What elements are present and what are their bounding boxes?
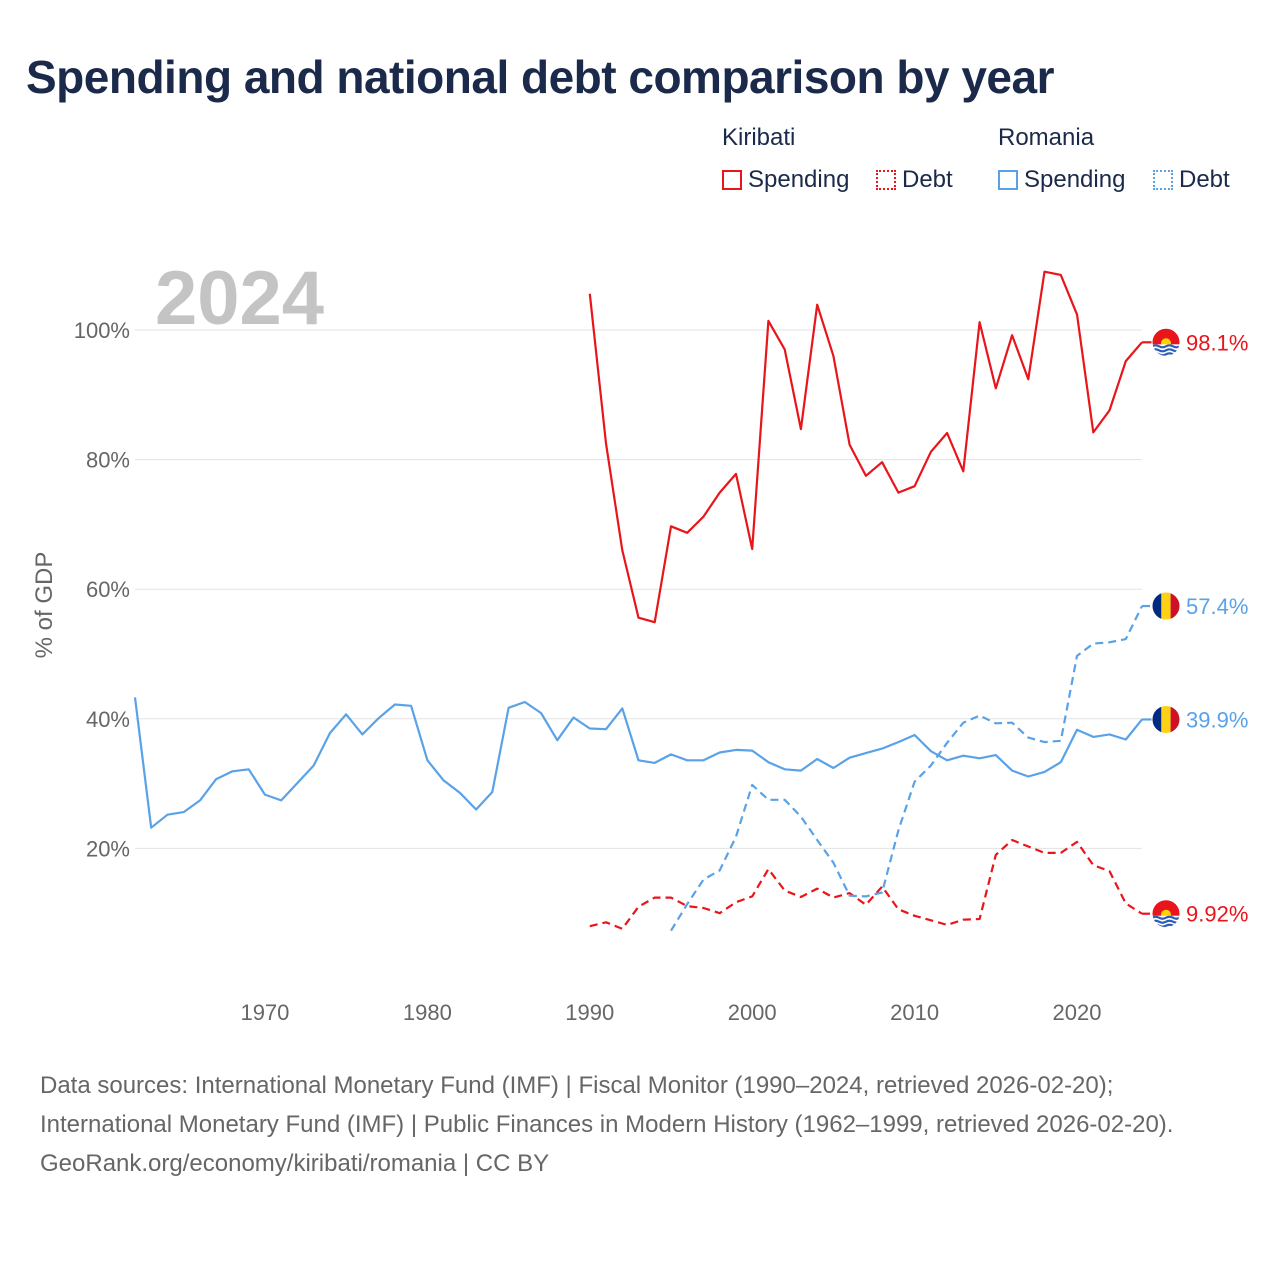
- source-credit[interactable]: GeoRank.org/economy/kiribati/romania | C…: [40, 1150, 550, 1177]
- romania-flag-icon: [1151, 591, 1181, 621]
- y-tick-label: 20%: [86, 836, 130, 861]
- end-value-label: 57.4%: [1186, 594, 1248, 619]
- source-citation: Data sources: International Monetary Fun…: [40, 1072, 1174, 1138]
- romania-flag-icon: [1151, 704, 1181, 734]
- legend-kiribati-spending[interactable]: Spending: [722, 166, 849, 194]
- legend-romania-debt[interactable]: Debt: [1153, 166, 1230, 194]
- legend-swatch-solid: [722, 170, 742, 190]
- x-tick-label: 1980: [403, 1000, 452, 1025]
- legend-swatch-dotted: [876, 170, 896, 190]
- legend-label: Debt: [1179, 166, 1230, 193]
- y-tick-label: 60%: [86, 577, 130, 602]
- legend-swatch-solid: [998, 170, 1018, 190]
- legend-country-romania: Romania: [998, 124, 1095, 151]
- line-chart: 2024 20% 40% 60% 80% 100% 1970 1980 1990 2000 20…: [31, 256, 1248, 1025]
- chart-title: Spending and national debt comparison by…: [26, 51, 1055, 103]
- legend-swatch-dotted: [1153, 170, 1173, 190]
- y-tick-label: 80%: [86, 448, 130, 473]
- legend-kiribati-debt[interactable]: Debt: [876, 166, 953, 194]
- legend-country-kiribati: Kiribati: [722, 124, 796, 151]
- legend-label: Spending: [1024, 166, 1126, 193]
- series-line-kiribati-spending: [588, 270, 1143, 624]
- series-line-kiribati-debt: [589, 838, 1143, 930]
- series-line-romania-spending: [133, 697, 1143, 829]
- end-value-label: 9.92%: [1186, 902, 1248, 927]
- x-tick-label: 2000: [728, 1000, 777, 1025]
- year-watermark: 2024: [155, 256, 324, 341]
- series-line-romania-debt: [670, 605, 1143, 932]
- end-value-label: 98.1%: [1186, 330, 1248, 355]
- kiribati-flag-icon: [1151, 327, 1181, 357]
- y-axis-label: % of GDP: [31, 552, 58, 659]
- x-tick-label: 2020: [1053, 1000, 1102, 1025]
- kiribati-flag-icon: [1151, 899, 1181, 929]
- legend-label: Spending: [748, 166, 850, 193]
- legend-label: Debt: [902, 166, 953, 193]
- y-tick-label: 40%: [86, 707, 130, 732]
- x-tick-label: 1990: [565, 1000, 614, 1025]
- x-tick-label: 1970: [240, 1000, 289, 1025]
- end-value-label: 39.9%: [1186, 707, 1248, 732]
- y-tick-label: 100%: [74, 318, 130, 343]
- source-note: Data sources: International Monetary Fun…: [40, 1066, 1240, 1183]
- legend-romania-spending[interactable]: Spending: [998, 166, 1125, 194]
- x-tick-label: 2010: [890, 1000, 939, 1025]
